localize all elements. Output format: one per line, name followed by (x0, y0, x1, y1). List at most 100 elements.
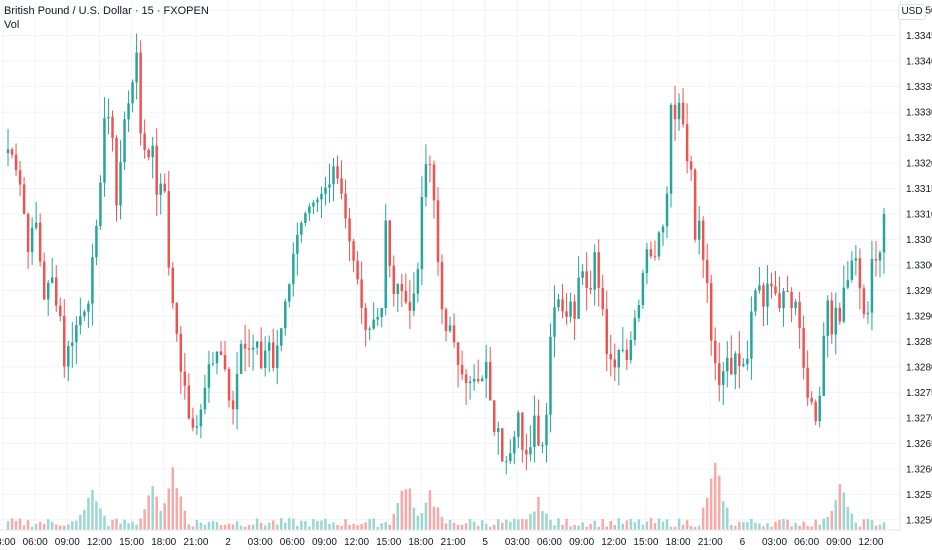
candle-body (870, 259, 874, 313)
candle-body (810, 397, 813, 403)
candle-body (6, 149, 10, 154)
volume-bar (107, 526, 110, 530)
volume-bar (308, 526, 311, 530)
volume-bar (549, 519, 552, 530)
candle-body (215, 351, 219, 364)
candle-body (360, 279, 363, 308)
candle-body (46, 282, 50, 300)
volume-bar (501, 522, 504, 530)
volume-bar (468, 519, 472, 530)
candle-body (858, 258, 862, 289)
candle-body (251, 347, 255, 350)
candle-body (372, 319, 375, 329)
candle-body (754, 290, 757, 312)
candle-body (163, 183, 166, 192)
candle-body (135, 52, 138, 83)
candle-body (336, 166, 339, 179)
volume-bar (171, 467, 175, 530)
candle-body (280, 328, 283, 346)
candle-body (464, 374, 468, 384)
candle-body (404, 291, 408, 303)
volume-bar (754, 522, 757, 530)
volume-bar (83, 509, 86, 530)
candle-body (625, 349, 629, 361)
volume-bar (464, 523, 468, 530)
candle-body (18, 170, 22, 185)
volume-bar (758, 523, 761, 530)
candle-body (617, 350, 621, 368)
volume-bar (593, 520, 596, 530)
candle-body (549, 336, 552, 415)
volume-bar (280, 518, 283, 530)
price-tick-label: 1.33000 (906, 261, 932, 272)
volume-bar (854, 522, 858, 530)
candle-body (746, 358, 749, 365)
volume-bar (870, 520, 874, 530)
candle-body (344, 193, 347, 219)
volume-bar (344, 519, 347, 530)
time-tick-label: 12:00 (344, 537, 369, 548)
candle-body (183, 371, 187, 386)
volume-bar (296, 525, 299, 530)
candle-body (219, 351, 223, 356)
candle-body (778, 293, 781, 309)
volume-bar (581, 522, 584, 530)
candle-body (637, 305, 641, 319)
volume-bar (738, 521, 741, 530)
volume-bar (139, 518, 142, 530)
volume-bar (818, 524, 821, 530)
candle-body (593, 252, 596, 290)
volume-bar (400, 490, 404, 530)
time-axis[interactable]: 03:00 06:00 09:00 12:00 15:00 18:00 21:00 2 03:0… (0, 537, 884, 548)
price-tick-label: 1.32900 (906, 311, 932, 322)
candle-body (243, 343, 247, 349)
volume-bar (6, 521, 10, 530)
volume-bar (412, 507, 416, 530)
volume-bar (87, 497, 90, 530)
time-tick-label: 21:00 (441, 537, 466, 548)
volume-bar (882, 522, 886, 530)
candle-body (332, 166, 335, 185)
volume-bar (284, 522, 287, 530)
candle-body (842, 287, 846, 322)
candle-body (412, 293, 416, 311)
candle-body (30, 227, 34, 253)
candle-body (107, 116, 110, 119)
symbol-title[interactable]: British Pound / U.S. Dollar · 15 · FXOPE… (4, 5, 209, 17)
candle-body (203, 387, 207, 410)
volume-bar (312, 519, 315, 530)
time-tick-label: 18:00 (408, 537, 433, 548)
volume-bar (770, 526, 773, 530)
currency-badge[interactable]: USD (898, 4, 926, 20)
candle-body (296, 234, 299, 254)
candle-body (476, 378, 480, 382)
candle-body (774, 286, 777, 294)
candle-body (304, 213, 307, 223)
time-tick-label: 5 (482, 537, 488, 548)
candle-body (312, 202, 315, 207)
volume-bar (806, 526, 809, 530)
volume-bar (472, 521, 476, 530)
candle-body (416, 269, 420, 294)
time-tick-label: 18:00 (666, 537, 691, 548)
volume-label[interactable]: Vol (4, 19, 20, 31)
volume-bar (553, 525, 556, 530)
volume-bar (22, 525, 26, 530)
price-tick-label: 1.33450 (906, 31, 932, 42)
volume-bar (617, 518, 621, 530)
volume-bar (826, 516, 829, 530)
price-tick-label: 1.32500 (906, 515, 932, 526)
volume-bar (292, 518, 295, 530)
candle-body (521, 412, 524, 450)
candle-body (734, 353, 737, 375)
candle-body (143, 133, 146, 151)
candle-body (123, 119, 126, 163)
volume-bar (356, 525, 359, 530)
price-axis[interactable]: 1.335001.334501.334001.333501.333001.332… (906, 6, 932, 527)
candle-body (127, 103, 130, 120)
time-tick-label: 03:00 (505, 537, 530, 548)
candle-body (400, 283, 404, 292)
candle-body (151, 145, 154, 158)
volume-bar (722, 500, 725, 530)
